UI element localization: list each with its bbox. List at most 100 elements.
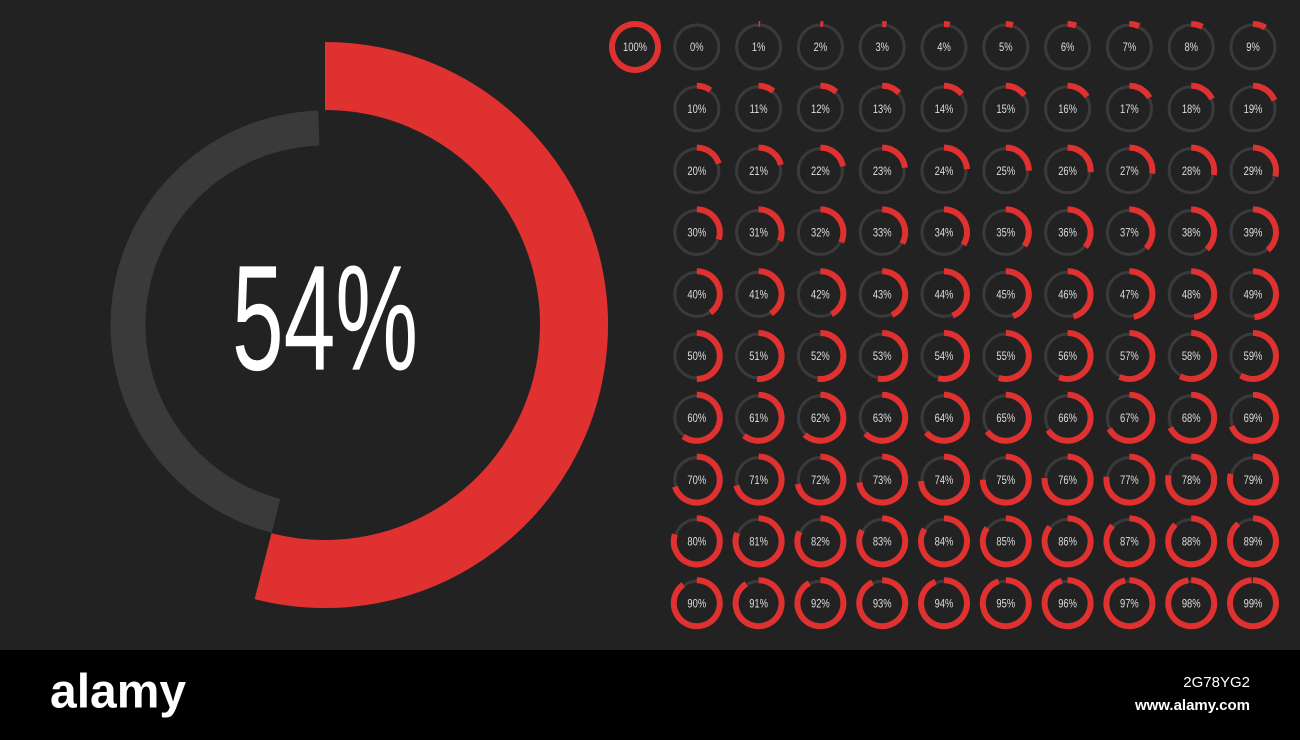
mini-arc (943, 21, 951, 28)
mini-label: 71% (749, 474, 768, 487)
mini-label: 70% (687, 474, 706, 487)
mini-arc (1067, 82, 1090, 99)
mini-label: 97% (1120, 597, 1139, 610)
mini-arc (943, 82, 965, 97)
image-id: 2G78YG2 (1183, 674, 1250, 691)
mini-arc (943, 144, 970, 170)
mini-arc (802, 391, 847, 444)
mini-label: 60% (687, 412, 706, 425)
mini-label: 17% (1120, 103, 1139, 116)
mini-label: 31% (749, 227, 768, 240)
mini-label: 99% (1244, 597, 1263, 610)
mini-arc (820, 268, 847, 317)
brand: alamy (50, 666, 186, 719)
mini-arc (882, 268, 909, 318)
mini-label: 52% (811, 350, 830, 363)
mini-label: 47% (1120, 288, 1139, 301)
mini-arc (1041, 453, 1094, 506)
mini-label: 93% (873, 597, 892, 610)
mini-label: 83% (873, 536, 892, 549)
mini-arc (696, 268, 723, 316)
mini-label: 32% (811, 227, 830, 240)
mini-arc (1067, 268, 1094, 320)
mini-label: 30% (687, 227, 706, 240)
mini-label: 68% (1182, 412, 1201, 425)
mini-arc (856, 515, 909, 568)
mini-label: 44% (935, 288, 954, 301)
mini-arc (979, 515, 1032, 568)
mini-arc (856, 577, 909, 630)
mini-label: 100% (623, 41, 647, 54)
mini-arc (1005, 144, 1032, 171)
mini-label: 41% (749, 288, 768, 301)
mini-arc (1045, 391, 1094, 444)
mini-label: 22% (811, 165, 830, 178)
mini-label: 96% (1058, 597, 1077, 610)
mini-label: 76% (1058, 474, 1077, 487)
mini-label: 95% (996, 597, 1015, 610)
mini-arc (1227, 453, 1279, 506)
mini-arc (794, 453, 847, 506)
url: www.alamy.com (1134, 697, 1250, 714)
mini-arc (1252, 21, 1267, 31)
mini-label: 87% (1120, 536, 1139, 549)
mini-arc (670, 515, 723, 568)
mini-arc (979, 577, 1032, 630)
mini-arc (1129, 82, 1153, 100)
mini-arc (1227, 577, 1279, 630)
mini-arc (670, 577, 723, 630)
mini-arc (918, 515, 970, 568)
mini-label: 28% (1182, 165, 1201, 178)
mini-label: 92% (811, 597, 830, 610)
mini-arc (943, 268, 970, 319)
gauge-label: 54% (232, 235, 418, 402)
mini-label: 26% (1058, 165, 1077, 178)
mini-arc (758, 82, 776, 94)
mini-label: 72% (811, 474, 830, 487)
mini-label: 66% (1058, 412, 1077, 425)
mini-arc (696, 206, 723, 241)
mini-arc (1190, 206, 1218, 252)
gauge-arc (254, 42, 608, 608)
mini-label: 69% (1244, 412, 1263, 425)
mini-label: 45% (996, 288, 1015, 301)
mini-label: 51% (749, 350, 768, 363)
mini-arc (609, 21, 661, 73)
mini-label: 59% (1244, 350, 1263, 363)
mini-arc (943, 206, 970, 247)
mini-arc (696, 144, 722, 165)
mini-label: 21% (749, 165, 768, 178)
mini-arc (758, 144, 784, 166)
mini-arc (1191, 21, 1204, 30)
mini-label: 78% (1182, 474, 1201, 487)
mini-arc (758, 206, 785, 242)
mini-label: 38% (1182, 227, 1201, 240)
mini-arc (1252, 144, 1279, 178)
mini-label: 34% (935, 227, 954, 240)
mini-label: 42% (811, 288, 830, 301)
mini-label: 62% (811, 412, 830, 425)
mini-label: 54% (935, 350, 954, 363)
mini-label: 37% (1120, 227, 1139, 240)
mini-arc (1005, 268, 1032, 319)
mini-arc (1129, 144, 1156, 174)
mini-arc (820, 144, 846, 168)
mini-label: 79% (1244, 474, 1263, 487)
mini-label: 80% (687, 536, 706, 549)
mini-arc (1190, 82, 1215, 101)
mini-arc (794, 577, 847, 630)
mini-arc (1252, 82, 1278, 102)
mini-label: 35% (996, 227, 1015, 240)
mini-label: 40% (687, 288, 706, 301)
mini-arc (1103, 515, 1156, 568)
mini-label: 86% (1058, 536, 1077, 549)
mini-arc (756, 330, 785, 382)
mini-label: 13% (873, 103, 892, 116)
mini-label: 49% (1244, 288, 1263, 301)
mini-arc (820, 206, 847, 244)
mini-label: 1% (752, 41, 766, 54)
mini-arc (1005, 21, 1014, 29)
mini-label: 84% (935, 536, 954, 549)
mini-label: 57% (1120, 350, 1139, 363)
